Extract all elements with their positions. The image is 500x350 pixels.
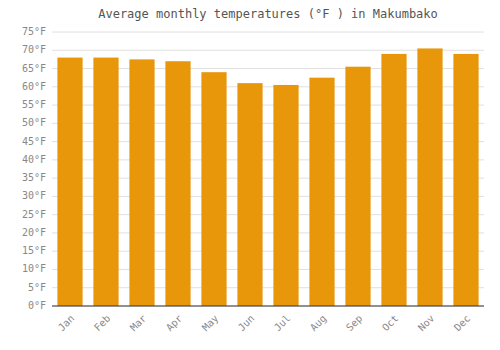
y-tick-label: 65°F xyxy=(22,63,46,74)
x-axis: Jan Feb Mar Apr May Jun Jul Aug Sep Oct Nov Dec xyxy=(56,313,473,334)
y-tick-label: 30°F xyxy=(22,190,46,201)
grid-line xyxy=(52,306,484,307)
x-tick-label: Jul xyxy=(272,313,293,334)
x-tick-label: Dec xyxy=(452,313,473,334)
bar xyxy=(93,58,118,306)
y-axis: 0°F 5°F 10°F 15°F 20°F 25°F 30°F 35°F 40°F 45°F 50… xyxy=(22,26,484,311)
y-tick-label: 0°F xyxy=(28,300,46,311)
bar xyxy=(237,83,262,306)
bar xyxy=(129,59,154,306)
grid-line xyxy=(52,32,484,33)
x-axis-line xyxy=(52,306,484,307)
y-tick-label: 70°F xyxy=(22,44,46,55)
bar xyxy=(201,72,226,306)
bar xyxy=(417,48,442,306)
chart: 0°F 5°F 10°F 15°F 20°F 25°F 30°F 35°F 40°F 45°F 50… xyxy=(0,0,500,350)
x-tick-label: Oct xyxy=(380,313,401,334)
y-tick-label: 15°F xyxy=(22,245,46,256)
x-tick-label: Mar xyxy=(128,313,149,334)
bars xyxy=(57,48,478,306)
x-tick-label: Feb xyxy=(92,313,113,334)
title: Average monthly temperatures (°F ) in Ma… xyxy=(98,7,438,21)
bar xyxy=(453,54,478,306)
y-tick-label: 40°F xyxy=(22,154,46,165)
bar xyxy=(165,61,190,306)
x-tick-label: Jun xyxy=(236,313,257,334)
y-tick-label: 5°F xyxy=(28,282,46,293)
y-tick-label: 45°F xyxy=(22,136,46,147)
y-tick-label: 25°F xyxy=(22,209,46,220)
bar xyxy=(273,85,298,306)
x-tick-label: Aug xyxy=(308,313,329,334)
x-tick-label: Jan xyxy=(56,313,77,334)
y-tick-label: 20°F xyxy=(22,227,46,238)
bar xyxy=(309,78,334,306)
x-tick-label: Nov xyxy=(416,313,437,334)
page: {"chart_data": {"type": "bar", "title": … xyxy=(0,0,500,350)
y-tick-label: 75°F xyxy=(22,26,46,37)
bar xyxy=(345,67,370,306)
bar xyxy=(381,54,406,306)
y-tick-label: 60°F xyxy=(22,81,46,92)
y-tick-label: 35°F xyxy=(22,172,46,183)
y-tick-label: 55°F xyxy=(22,99,46,110)
x-tick-label: Apr xyxy=(164,313,185,334)
y-tick-label: 50°F xyxy=(22,117,46,128)
y-tick-label: 10°F xyxy=(22,263,46,274)
x-tick-label: Sep xyxy=(344,313,365,334)
bar xyxy=(57,58,82,306)
x-tick-label: May xyxy=(200,313,221,334)
